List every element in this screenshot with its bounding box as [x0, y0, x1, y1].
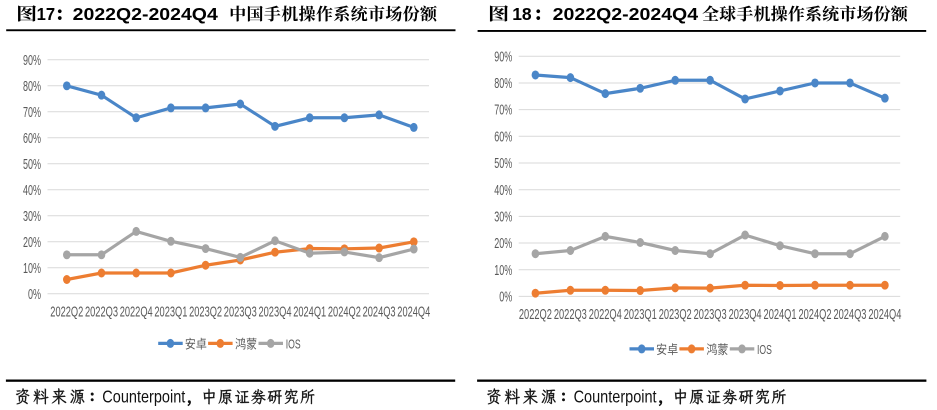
- svg-text:2023Q2: 2023Q2: [189, 304, 222, 320]
- svg-text:17: 17: [37, 4, 56, 24]
- svg-text:2024Q4: 2024Q4: [397, 304, 430, 320]
- svg-text:2024Q2: 2024Q2: [799, 307, 832, 323]
- svg-text:2022Q2: 2022Q2: [519, 307, 552, 323]
- svg-text:20%: 20%: [494, 236, 512, 252]
- svg-text:2023Q4: 2023Q4: [729, 307, 762, 323]
- svg-text:Counterpoint: Counterpoint: [574, 386, 657, 406]
- svg-text:0%: 0%: [499, 290, 512, 306]
- svg-text:Counterpoint: Counterpoint: [102, 386, 185, 406]
- svg-text:IOS: IOS: [286, 337, 301, 352]
- svg-text:2022Q2: 2022Q2: [50, 304, 83, 320]
- svg-text:70%: 70%: [23, 105, 41, 121]
- svg-text:IOS: IOS: [757, 342, 772, 357]
- svg-text:30%: 30%: [23, 209, 41, 225]
- svg-text:2024Q3: 2024Q3: [833, 307, 866, 323]
- svg-text:70%: 70%: [494, 103, 512, 119]
- svg-text:50%: 50%: [494, 156, 512, 172]
- svg-text:80%: 80%: [494, 76, 512, 92]
- svg-text:10%: 10%: [494, 263, 512, 279]
- svg-text:80%: 80%: [23, 79, 41, 95]
- svg-text:2022Q3: 2022Q3: [85, 304, 118, 320]
- svg-text:10%: 10%: [23, 261, 41, 277]
- svg-text:50%: 50%: [23, 157, 41, 173]
- svg-text:2023Q4: 2023Q4: [259, 304, 292, 320]
- svg-text:90%: 90%: [494, 49, 512, 65]
- svg-text:18: 18: [512, 4, 532, 24]
- svg-text:2024Q4: 2024Q4: [868, 307, 901, 323]
- svg-text:60%: 60%: [23, 131, 41, 147]
- svg-text:2022Q4: 2022Q4: [589, 307, 622, 323]
- svg-text:2024Q3: 2024Q3: [363, 304, 396, 320]
- svg-text:40%: 40%: [23, 183, 41, 199]
- svg-text:2023Q1: 2023Q1: [624, 307, 657, 323]
- svg-text:2022Q3: 2022Q3: [554, 307, 587, 323]
- svg-text:2024Q1: 2024Q1: [764, 307, 797, 323]
- svg-text:2023Q3: 2023Q3: [224, 304, 257, 320]
- svg-text:0%: 0%: [28, 287, 41, 303]
- svg-text:2023Q2: 2023Q2: [659, 307, 692, 323]
- svg-text:30%: 30%: [494, 209, 512, 225]
- svg-text:2022Q2-2024Q4: 2022Q2-2024Q4: [73, 4, 218, 24]
- svg-text:2024Q2: 2024Q2: [328, 304, 361, 320]
- svg-text:2022Q2-2024Q4: 2022Q2-2024Q4: [553, 4, 699, 24]
- svg-text:20%: 20%: [23, 235, 41, 251]
- svg-text:2023Q3: 2023Q3: [694, 307, 727, 323]
- svg-text:2023Q1: 2023Q1: [154, 304, 187, 320]
- svg-text:2024Q1: 2024Q1: [293, 304, 326, 320]
- svg-text:60%: 60%: [494, 129, 512, 145]
- svg-text:2022Q4: 2022Q4: [120, 304, 153, 320]
- svg-text:40%: 40%: [494, 183, 512, 199]
- svg-text:90%: 90%: [23, 53, 41, 69]
